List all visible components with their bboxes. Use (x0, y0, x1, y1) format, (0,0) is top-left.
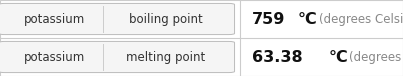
FancyBboxPatch shape (0, 3, 235, 35)
FancyBboxPatch shape (0, 41, 235, 73)
Text: °C: °C (298, 11, 318, 27)
Text: melting point: melting point (126, 50, 206, 64)
Text: °C: °C (328, 49, 348, 65)
Text: (degrees Celsius): (degrees Celsius) (349, 50, 403, 64)
Text: potassium: potassium (23, 12, 85, 26)
Text: potassium: potassium (23, 50, 85, 64)
Text: 63.38: 63.38 (252, 49, 303, 65)
Text: (degrees Celsius): (degrees Celsius) (319, 12, 403, 26)
Text: boiling point: boiling point (129, 12, 203, 26)
Text: 759: 759 (252, 11, 285, 27)
